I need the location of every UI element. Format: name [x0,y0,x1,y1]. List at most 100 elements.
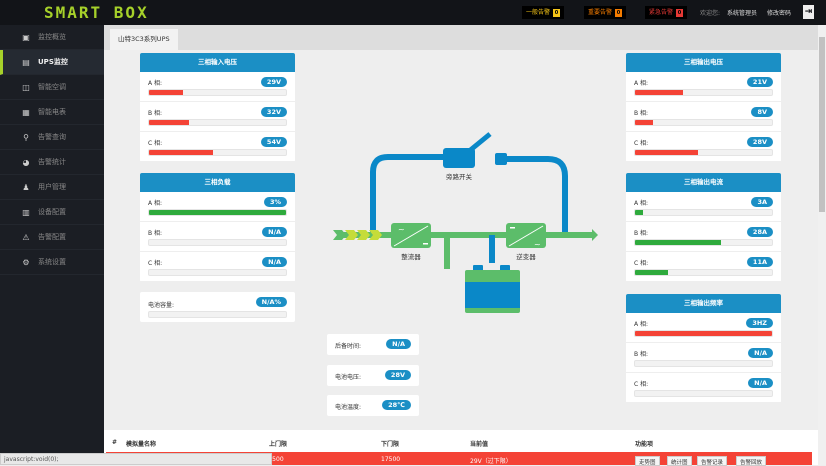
sidebar-item-3[interactable]: ▦ 智能电表 [0,100,104,125]
phase-value: 8V [751,107,773,117]
analog-table: # 模拟量名称 上门限 下门限 当前值 功能项 ?500 17500 29V（过下限） 走势图 统计… [104,430,818,466]
battery-icon [465,265,520,313]
phase-value: N/A [748,378,773,388]
sidebar-icon: ▥ [22,207,30,217]
logout-icon[interactable]: ⇥ [803,5,814,19]
sidebar-item-5[interactable]: ◕ 告警统计 [0,150,104,175]
battery-voltage: 电池电压: 28V [327,364,419,386]
phase-value: 21V [746,77,773,87]
output-current-panel: 三相输出电流 A 相: 3A B 相: 28A C 相: 11A [626,173,781,282]
sidebar-item-label: 系统设置 [38,258,66,266]
panel-title: 三相输出频率 [626,294,781,313]
bypass-switch-icon [443,148,475,168]
sidebar-icon: ♟ [22,182,30,192]
column-header: # [112,439,118,446]
rectifier-label: 整流器 [401,252,421,261]
phase-value: 29V [260,77,287,87]
battery-temperature: 电池温度: 28℃ [327,395,419,416]
phase-row: A 相: 3HZ [626,313,781,343]
phase-row: C 相: 28V [626,132,781,162]
phase-value: 28V [746,137,773,147]
progress-bar [634,149,773,156]
scrollbar[interactable] [818,25,826,465]
sidebar-item-label: 设备配置 [38,208,66,216]
sidebar-icon: ▤ [22,57,30,67]
sidebar: ▣ 监控概览 ▤ UPS监控 ◫ 智能空调 ▦ 智能电表 ⚲ 告警查询 ◕ 告警统计 ♟ 用户管理 ▥ 设备配… [0,25,104,453]
column-header: 功能项 [635,441,654,448]
bypass-line-left [370,154,445,235]
phase-row: C 相: 11A [626,252,781,282]
bypass-label: 旁路开关 [446,172,473,181]
phase-label: A 相: [148,80,163,87]
output-voltage-panel: 三相输出电压 A 相: 21V B 相: 8V C 相: 28V [626,53,781,162]
phase-label: C 相: [148,140,163,147]
progress-bar [634,89,773,96]
user-link[interactable]: 系统管理员 [727,10,758,17]
panel-title: 三相输出电流 [626,173,781,192]
sidebar-item-2[interactable]: ◫ 智能空调 [0,75,104,100]
phase-value: N/A [748,348,773,358]
logo: SMART BOX [44,3,149,22]
ups-diagram: 旁路开关 ~ 整流器 ~ 逆变器 [333,132,598,313]
phase-value: N/A [262,257,287,267]
svg-text:~: ~ [398,225,405,234]
input-chevrons-icon [333,230,382,240]
sidebar-icon: ▦ [22,107,30,117]
progress-bar [148,119,287,126]
phase-label: B 相: [634,351,649,358]
load-panel: 三相负载 A 相: 3% B 相: N/A C 相: N/A [140,173,295,282]
sidebar-item-label: 用户管理 [38,183,66,191]
phase-label: B 相: [634,230,649,237]
phase-label: A 相: [634,80,649,87]
phase-value: 28A [746,227,773,237]
panel-title: 三相输出电压 [626,53,781,72]
bypass-line-right [507,156,568,235]
progress-bar [634,239,773,246]
phase-value: 3% [263,197,287,207]
tab-ups[interactable]: 山特3C3系列UPS [110,29,178,50]
alarm-badge-0[interactable]: 一般告警 0 [522,6,565,19]
sidebar-icon: ⚠ [22,232,30,242]
phase-value: 3HZ [746,318,773,328]
progress-bar [634,269,773,276]
battery-backup_time: 后备时间: N/A [327,334,419,355]
sidebar-item-label: 告警统计 [38,158,66,166]
sidebar-item-6[interactable]: ♟ 用户管理 [0,175,104,200]
sidebar-item-4[interactable]: ⚲ 告警查询 [0,125,104,150]
sidebar-item-label: 智能空调 [38,83,66,91]
sidebar-item-1[interactable]: ▤ UPS监控 [0,50,104,75]
sidebar-item-7[interactable]: ▥ 设备配置 [0,200,104,225]
phase-value: 11A [746,257,773,267]
sidebar-item-0[interactable]: ▣ 监控概览 [0,25,104,50]
progress-bar [148,239,287,246]
alarm-badge-2[interactable]: 紧急告警 0 [645,6,688,19]
alarm-count: 0 [615,9,623,17]
alarm-badge-1[interactable]: 重要告警 0 [584,6,627,19]
sidebar-item-8[interactable]: ⚠ 告警配置 [0,225,104,250]
sidebar-item-9[interactable]: ⚙ 系统设置 [0,250,104,275]
phase-row: C 相: 54V [140,132,295,162]
phase-label: C 相: [634,260,649,267]
progress-bar [634,209,773,216]
phase-label: A 相: [148,200,163,207]
alarm-count: 0 [676,9,684,17]
phase-label: B 相: [148,110,163,117]
svg-text:~: ~ [534,240,541,249]
panel-title: 三相输入电压 [140,53,295,72]
phase-label: C 相: [148,260,163,267]
column-header: 下门限 [381,441,400,448]
sidebar-icon: ◫ [22,82,30,92]
progress-bar [634,360,773,367]
phase-label: A 相: [634,321,649,328]
change-password-link[interactable]: 修改密码 [767,10,792,17]
phase-label: B 相: [148,230,163,237]
progress-bar [148,89,287,96]
phase-row: A 相: 3A [626,192,781,222]
sidebar-icon: ◕ [22,157,30,167]
sidebar-item-label: 智能电表 [38,108,66,116]
tab-bar: 山特3C3系列UPS [104,25,818,50]
phase-value: 3A [751,197,773,207]
phase-row: A 相: 29V [140,72,295,102]
column-header: 上门限 [269,441,288,448]
welcome-label: 欢迎您: [700,10,721,17]
